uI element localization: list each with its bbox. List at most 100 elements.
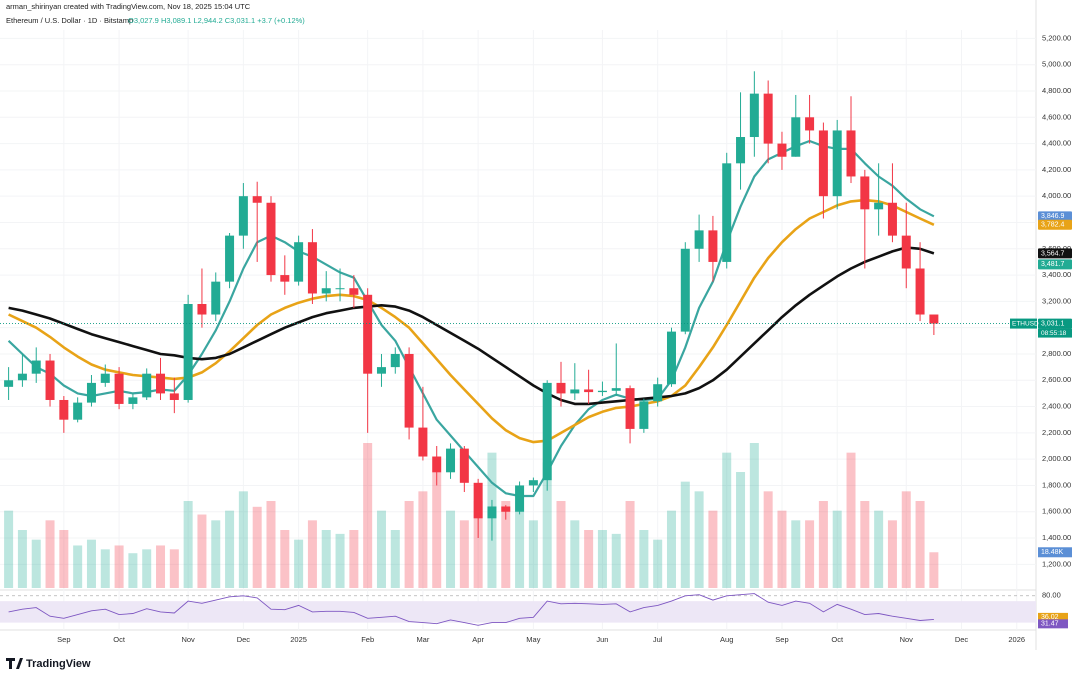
volume-bar [722,452,732,588]
x-tick-label: 2025 [290,635,307,644]
volume-bar [294,539,304,588]
volume-bar [363,443,373,588]
y-tick-label: 2,000.00 [1042,454,1071,463]
y-tick-label: 2,400.00 [1042,402,1071,411]
price-tag-label: 3,031.1 [1041,320,1064,327]
volume-bar [321,530,331,588]
volume-bar [225,510,235,588]
candle-body [169,393,179,400]
volume-tag [1038,547,1072,558]
volume-bar [404,501,414,588]
candle-body [446,448,456,473]
candle-body [238,196,248,236]
price-tag [1038,248,1072,259]
x-tick-label: Jun [596,635,608,644]
volume-bar [86,539,96,588]
volume-bar [100,549,110,588]
candle-body [17,373,27,381]
candle-body [805,117,815,131]
volume-bar [805,520,815,588]
candle-body [211,281,221,315]
x-tick-label: Oct [831,635,844,644]
candle-body [390,353,400,368]
candle-body [363,294,373,374]
brand: TradingView [26,658,91,670]
volume-bar [818,501,828,588]
x-tick-label: Nov [900,635,914,644]
volume-bar [45,520,55,588]
volume-bar [446,510,456,588]
price-tag-label: 3,782.4 [1041,222,1064,229]
candle-body [45,360,55,400]
volume-bar [252,506,262,588]
volume-bar [349,530,359,588]
volume-bar [390,530,400,588]
volume-bar [846,452,856,588]
volume-bar [156,545,166,588]
volume-bar [556,501,566,588]
x-tick-label: Feb [361,635,374,644]
candle-body [59,399,69,420]
candle-body [763,93,773,144]
volume-bar [335,533,345,588]
symbol-tag-label: ETHUSD [1012,320,1039,327]
y-tick-label: 3,600.00 [1042,244,1071,253]
candle-body [680,248,690,332]
candle-body [694,230,704,249]
volume-bar [183,501,193,588]
volume-bar [639,530,649,588]
volume-bar [570,520,580,588]
volume-bar [376,510,386,588]
volume-bar [238,491,248,588]
x-tick-label: Dec [955,635,969,644]
x-tick-label: May [526,635,540,644]
x-tick-label: Oct [113,635,126,644]
volume-bar [901,491,911,588]
volume-bar [791,520,801,588]
candle-body [722,163,732,262]
y-tick-label: 3,400.00 [1042,270,1071,279]
volume-bar [197,514,207,588]
candle-body [183,304,193,400]
volume-bar [874,510,884,588]
candle-body [128,397,138,404]
y-tick-label: 1,600.00 [1042,507,1071,516]
y-tick-label: 4,400.00 [1042,139,1071,148]
candle-body [901,235,911,269]
candle-body [418,427,428,457]
y-tick-label: 3,200.00 [1042,296,1071,305]
price-tag [1038,211,1072,222]
candle-body [197,304,207,315]
y-tick-label: 2,200.00 [1042,428,1071,437]
candle-body [404,353,414,428]
rsi-tag [1038,612,1068,622]
volume-tag-label: 18.48K [1041,549,1064,556]
candle-body [874,202,884,210]
symbol-title: Ethereum / U.S. Dollar · 1D · Bitstamp [6,16,133,25]
candle-body [266,202,276,276]
volume-bar [708,510,718,588]
volume-bar [542,462,552,588]
countdown: 08:55:18 [1041,330,1067,337]
volume-bar [625,501,635,588]
volume-bar [266,501,276,588]
candle-body [597,390,607,393]
ohlc-text: O3,027.9 H3,089.1 L2,944.2 C3,031.1 +3.7… [128,16,305,25]
volume-bar [763,491,773,588]
candle-body [625,388,635,429]
volume-bar [929,552,939,588]
candle-body [31,360,41,374]
volume-bar [666,510,676,588]
rsi-tick-label: 80.00 [1042,591,1061,600]
candle-body [777,143,787,157]
candle-body [666,331,676,385]
y-tick-label: 4,200.00 [1042,165,1071,174]
candle-body [860,176,870,210]
candle-body [611,388,621,391]
candle-body [528,480,538,486]
rsi-tag [1038,619,1068,629]
candle-body [459,448,469,483]
volume-bar [73,545,83,588]
